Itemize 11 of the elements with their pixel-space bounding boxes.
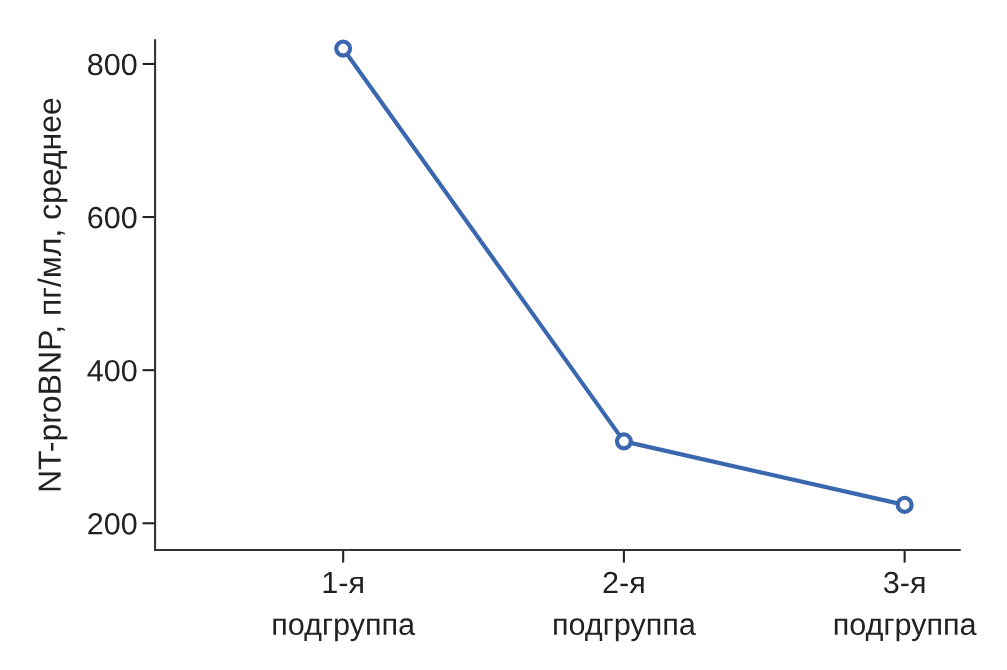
point [895,495,914,514]
y-tick-label: 800 [88,53,137,76]
point [614,432,633,451]
y-axis-title: NT-proBNP, пг/мл, среднее [37,98,68,491]
y-tick-label: 600 [88,206,137,229]
x-tick-label: 3-я подгруппа [834,571,977,642]
point [334,39,353,58]
y-tick-label: 200 [88,513,137,535]
x-tick-label: 1-я подгруппа [273,572,416,642]
x-tick-label: 2-я подгруппа [554,571,696,642]
y-tick-label: 400 [87,359,137,382]
